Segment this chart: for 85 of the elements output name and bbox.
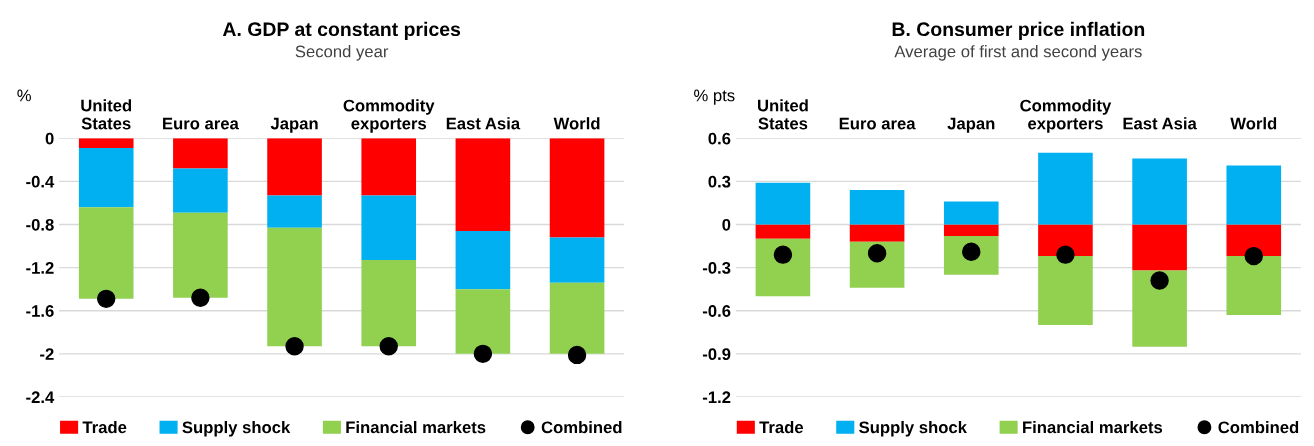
x-tick-label: World bbox=[553, 117, 600, 130]
y-tick-label: -0.9 bbox=[702, 348, 731, 361]
bar bbox=[849, 224, 905, 242]
x-tick-label: Euro area bbox=[839, 117, 916, 130]
x-tick-label: United States bbox=[81, 99, 132, 130]
bar bbox=[173, 212, 228, 298]
chart-title: B. Consumer price inflation bbox=[892, 21, 1145, 40]
point bbox=[191, 288, 210, 307]
y-axis-title: % bbox=[17, 89, 31, 102]
y-tick-label: 0.6 bbox=[708, 132, 731, 145]
bar bbox=[455, 230, 511, 290]
legend-label: Supply shock bbox=[182, 420, 291, 437]
x-tick-label: Euro area bbox=[163, 117, 239, 130]
bar bbox=[849, 190, 905, 225]
x-tick-label: East Asia bbox=[1123, 117, 1197, 130]
legend-label: Trade bbox=[759, 420, 804, 434]
y-tick-label: 0 bbox=[45, 132, 54, 145]
legend-label: Financial markets bbox=[1023, 420, 1163, 434]
bar bbox=[78, 207, 134, 299]
y-tick-label: -1.2 bbox=[26, 262, 54, 274]
x-tick-label: United States bbox=[758, 99, 808, 130]
legend-label: Combined bbox=[541, 420, 622, 434]
point bbox=[285, 337, 304, 356]
point bbox=[773, 245, 793, 264]
chart-subtitle: Second year bbox=[295, 45, 389, 61]
bar bbox=[455, 138, 511, 231]
bar bbox=[1226, 165, 1282, 225]
bar bbox=[1132, 224, 1187, 271]
point bbox=[1150, 271, 1169, 290]
y-axis-title: % pts bbox=[694, 89, 735, 105]
bar bbox=[361, 138, 417, 196]
bar bbox=[361, 195, 417, 261]
x-tick-label: World bbox=[1230, 117, 1277, 130]
x-tick-label: Japan bbox=[270, 117, 318, 133]
bar bbox=[78, 147, 134, 208]
bar bbox=[549, 138, 605, 238]
bar bbox=[1226, 224, 1282, 257]
bar bbox=[173, 168, 228, 213]
bar bbox=[361, 260, 417, 347]
x-tick-label: Japan bbox=[947, 117, 995, 133]
legend-label: Trade bbox=[82, 420, 127, 434]
point bbox=[379, 337, 398, 356]
bar bbox=[755, 182, 811, 225]
y-tick-label: -0.6 bbox=[702, 305, 731, 317]
bar bbox=[455, 289, 511, 354]
y-tick-label: -0.4 bbox=[26, 175, 55, 188]
bar bbox=[1132, 158, 1187, 225]
bar bbox=[1038, 152, 1093, 225]
bar bbox=[1038, 224, 1093, 257]
point bbox=[473, 344, 493, 364]
chart-title: A. GDP at constant prices bbox=[222, 21, 461, 40]
y-tick-label: 0.3 bbox=[708, 175, 731, 188]
chart-subtitle: Average of first and second years bbox=[894, 45, 1142, 61]
bar bbox=[755, 238, 811, 297]
y-tick-label: -1.2 bbox=[702, 391, 731, 403]
bar bbox=[549, 282, 605, 354]
point bbox=[97, 289, 116, 309]
y-tick-label: -1.6 bbox=[26, 305, 54, 317]
legend-label: Combined bbox=[1218, 420, 1299, 434]
point bbox=[1056, 245, 1075, 264]
point bbox=[867, 244, 887, 263]
bar bbox=[1226, 256, 1282, 316]
y-tick-label: -2.4 bbox=[26, 391, 55, 403]
y-tick-label: 0 bbox=[722, 218, 731, 231]
legend-label: Financial markets bbox=[346, 420, 486, 434]
bar bbox=[78, 138, 134, 148]
y-tick-label: -0.3 bbox=[702, 262, 731, 274]
x-tick-label: East Asia bbox=[446, 117, 521, 130]
bar bbox=[1132, 270, 1187, 347]
bar bbox=[267, 195, 322, 228]
x-tick-label: Commodity exporters bbox=[343, 99, 435, 133]
point bbox=[567, 345, 587, 365]
bar bbox=[267, 138, 322, 196]
point bbox=[1244, 246, 1263, 266]
bar bbox=[755, 224, 811, 239]
bar bbox=[267, 227, 322, 347]
legend-label: Supply shock bbox=[859, 420, 967, 437]
y-tick-label: -0.8 bbox=[26, 218, 54, 231]
bar bbox=[1038, 256, 1093, 326]
bar bbox=[943, 201, 999, 225]
bar bbox=[173, 138, 228, 169]
bar bbox=[549, 237, 605, 283]
y-tick-label: -2 bbox=[40, 348, 54, 360]
bar bbox=[943, 224, 999, 236]
x-tick-label: Commodity exporters bbox=[1020, 99, 1112, 133]
